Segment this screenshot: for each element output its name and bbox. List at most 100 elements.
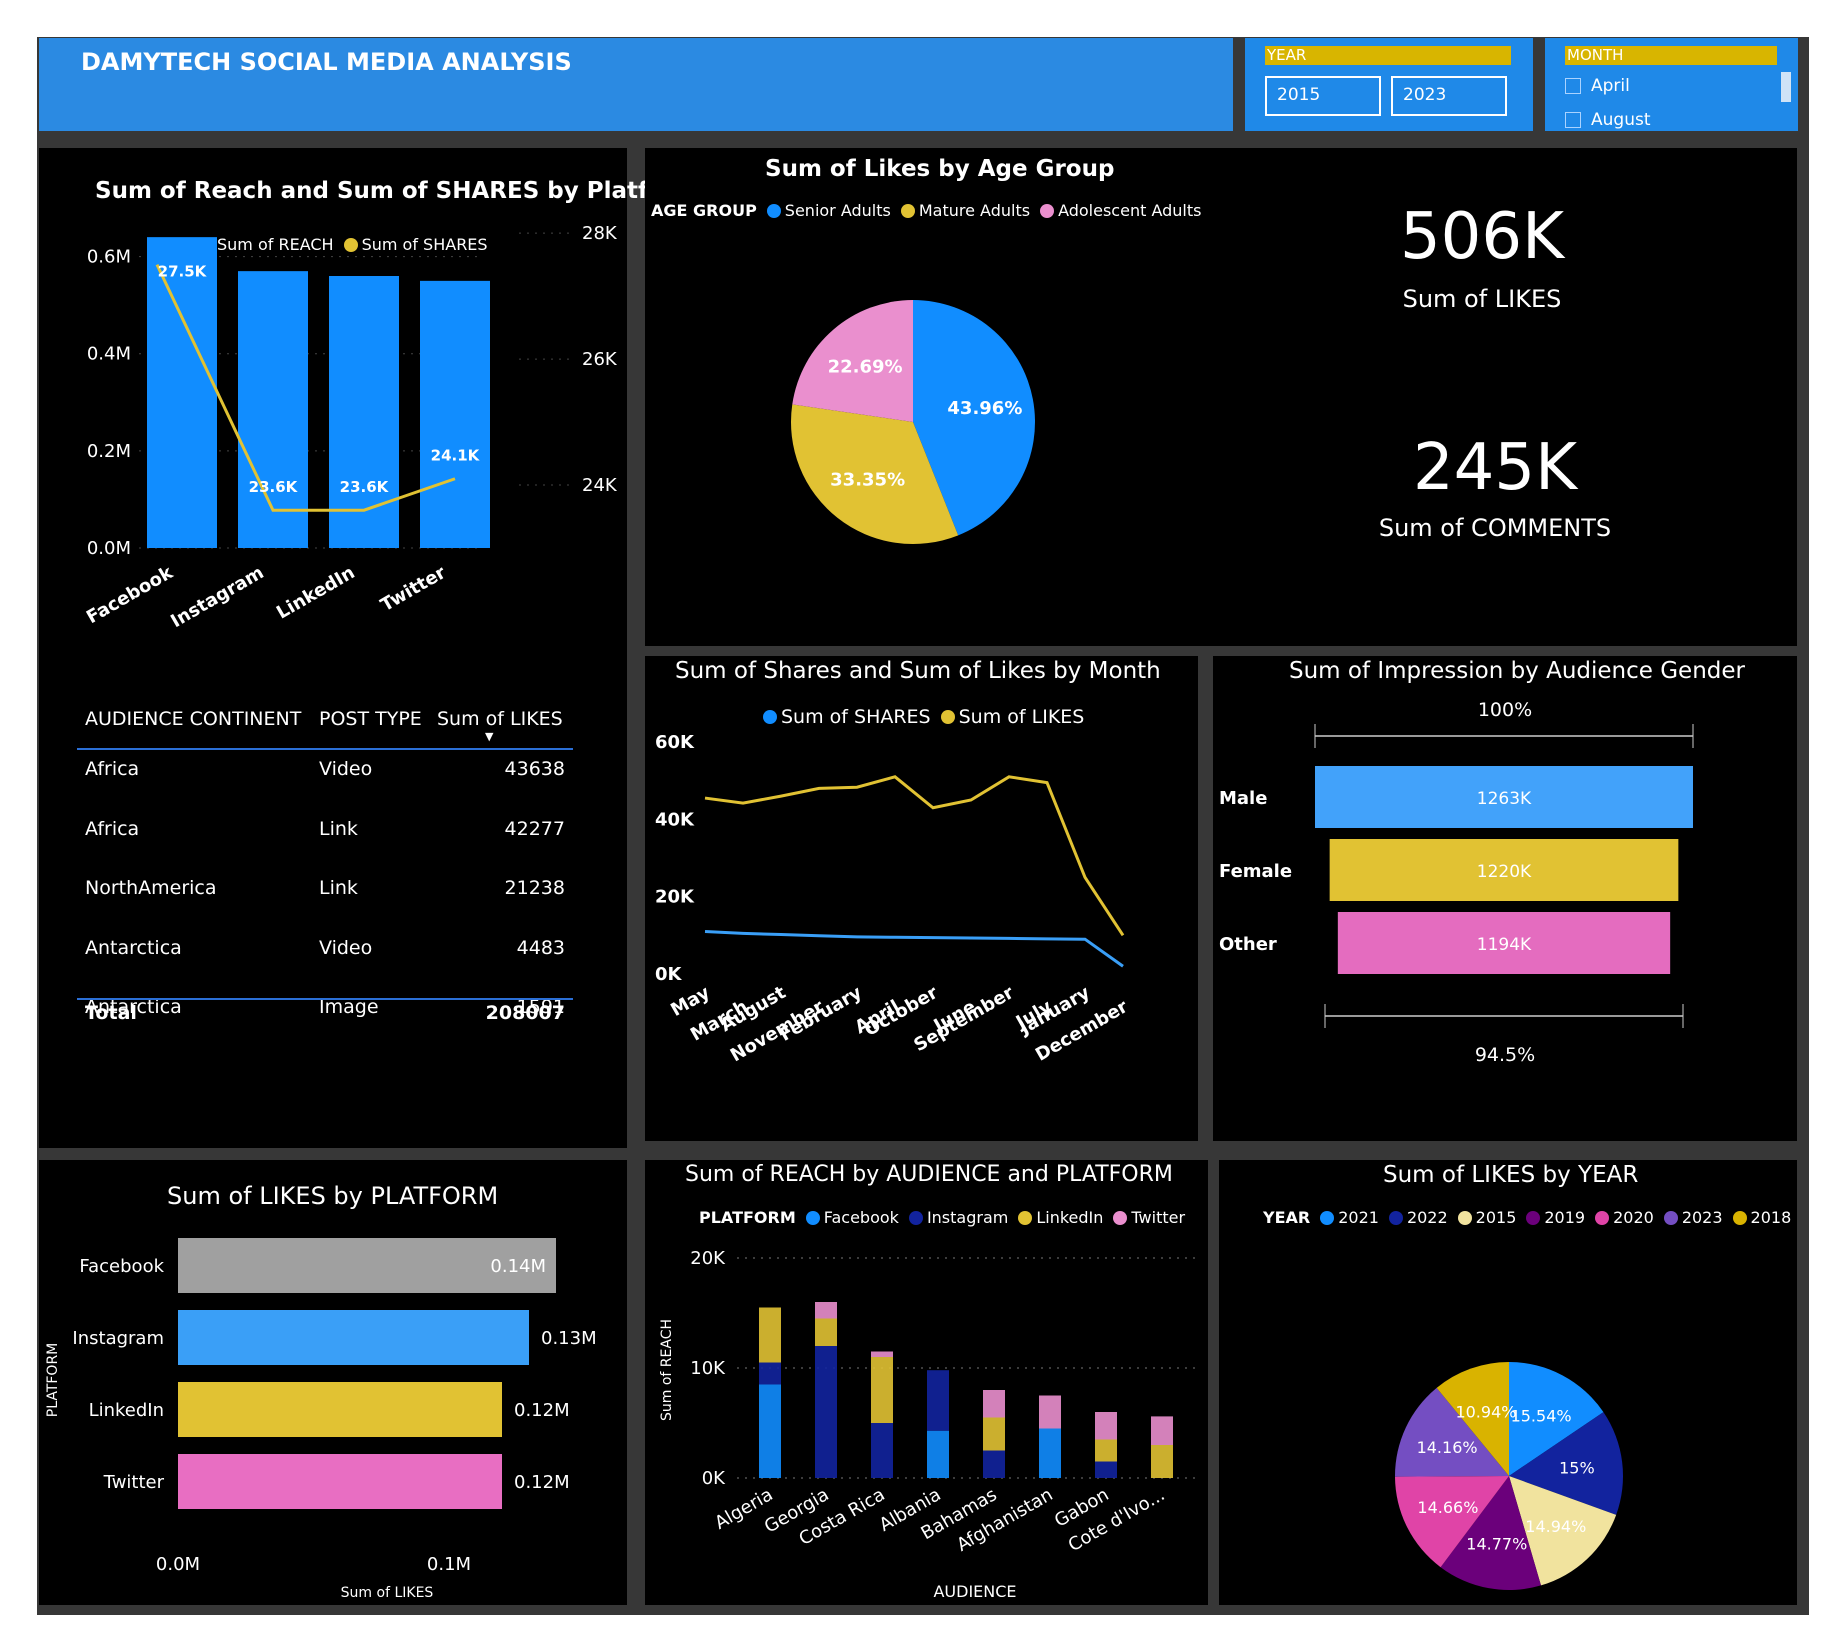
y-tick-label: Instagram [72,1328,164,1349]
legend-dot-icon [908,1210,923,1225]
sort-desc-icon: ▼ [485,730,494,743]
stack-segment [1039,1428,1061,1478]
cell-continent: Antarctica [85,996,182,1018]
legend-dot-icon [1595,1210,1610,1225]
cell-likes: 1591 [516,996,565,1018]
y2-tick-label: 28K [582,223,618,244]
likes-kpi-value: 506K [1399,200,1565,274]
y-tick-label: 20K [690,1248,726,1269]
year-slice [1436,1362,1509,1476]
x-axis-title: AUDIENCE [933,1582,1016,1601]
y-tick-label: 0K [655,964,683,985]
checkbox-icon[interactable] [1565,112,1581,128]
x-axis-title: Sum of LIKES [341,1585,434,1601]
x-tick-label: Facebook [83,562,177,629]
likes-platform-panel: Sum of LIKES by PLATFORM Facebook 0.14M In… [39,1160,627,1605]
column-header-post-type[interactable]: POST TYPE [319,708,422,730]
legend-dot-icon [1388,1210,1403,1225]
year-to-input[interactable]: 2023 [1391,76,1507,116]
year-slice [1509,1362,1604,1476]
reach-shares-panel: Sum of Reach and Sum of SHARES by Platfo… [39,148,699,678]
month-line-1 [704,775,1125,937]
cell-type: Video [319,936,373,959]
checkbox-icon[interactable] [1565,78,1581,94]
gender-title: Sum of Impression by Audience Gender [1289,658,1745,684]
month-option-april[interactable]: April [1565,76,1630,96]
platform-bar [178,1454,502,1509]
platform-bar [178,1238,556,1293]
bar-data-label: 1263K [1477,789,1532,809]
y-tick-label: Facebook [79,1256,164,1277]
reach-bar [238,271,308,548]
table-total-divider [77,998,573,1000]
stack-segment [871,1423,893,1478]
age-group-title: Sum of Likes by Age Group [765,156,1115,182]
stack-segment [1151,1416,1173,1445]
bottom-pct-label: 94.5% [1475,1044,1535,1066]
x-tick-label: LinkedIn [273,562,358,623]
cell-type: Link [319,817,358,840]
table-row[interactable]: Africa Link 42277 [85,818,575,848]
legend-dot-icon [763,710,777,724]
bar-data-label: 0.13M [541,1328,597,1349]
table-row[interactable]: Antarctica Image 1591 [85,996,575,1026]
likes-table-panel: AUDIENCE CONTINENT POST TYPE Sum of LIKE… [39,678,627,1148]
cell-likes: 42277 [504,817,565,840]
table-row[interactable]: Antarctica Video 4483 [85,937,575,967]
month-option-august[interactable]: August [1565,110,1651,130]
reach-shares-legend: Sum of REACH Sum of SHARES [199,235,488,254]
stack-segment [983,1450,1005,1478]
legend-dot-icon [343,237,358,252]
month-slicer-label: MONTH [1565,46,1777,65]
year-from-input[interactable]: 2015 [1265,76,1381,116]
x-tick-label: Twitter [377,562,449,616]
y-tick-label: LinkedIn [89,1400,164,1421]
age-data-label: 43.96% [947,398,1022,419]
y-tick-label: 10K [690,1358,726,1379]
stack-segment [983,1417,1005,1451]
cell-likes: 43638 [504,758,565,780]
year-data-label: 14.94% [1525,1517,1586,1536]
platform-bar [178,1382,502,1437]
comments-kpi-label: Sum of COMMENTS [1378,514,1612,542]
cell-continent: Africa [85,758,140,780]
header-banner: DAMYTECH SOCIAL MEDIA ANALYSIS [39,38,1233,131]
reach-bar [420,280,490,548]
stack-segment [1095,1461,1117,1478]
age-slice [792,300,913,422]
year-data-label: 15.54% [1511,1407,1572,1426]
reach-audience-legend: PLATFORM Facebook Instagram LinkedIn Twi… [699,1208,1186,1227]
column-header-likes[interactable]: Sum of LIKES [437,708,563,730]
age-group-panel: Sum of Likes by Age Group AGE GROUP Seni… [645,148,1797,646]
month-scrollbar[interactable] [1781,72,1791,102]
stack-segment [871,1357,893,1423]
table-row[interactable]: NorthAmerica Link 21238 [85,877,575,907]
shares-data-label: 24.1K [431,447,481,465]
gender-bar [1337,912,1671,974]
year-data-label: 10.94% [1455,1403,1516,1422]
table-total-row: Total 208007 [85,1002,575,1032]
y-tick-label: 0.6M [87,247,131,268]
likes-year-title: Sum of LIKES by YEAR [1383,1162,1639,1188]
likes-table: AUDIENCE CONTINENT POST TYPE Sum of LIKE… [77,708,585,1024]
legend-dot-icon [1320,1210,1335,1225]
table-row[interactable]: Africa Video 43638 [85,758,575,788]
y-tick-label: 0.4M [87,344,131,365]
column-header-continent[interactable]: AUDIENCE CONTINENT [85,708,302,730]
age-group-pie: 43.96% 33.35% 22.69% [791,300,1035,544]
gender-bar [1315,766,1693,828]
total-label: Total [85,1002,137,1024]
legend-dot-icon [1732,1210,1747,1225]
top-pct-label: 100% [1478,699,1532,721]
y-tick-label: 40K [655,809,695,830]
y-tick-label: 20K [655,887,695,908]
reach-shares-chart: 0.0M 0.2M 0.4M 0.6M 24K 26K 28K FacebookInstagr… [83,223,618,632]
legend-dot-icon [1113,1210,1128,1225]
table-header-underline [77,748,573,750]
shares-data-label: 23.6K [340,478,390,496]
legend-dot-icon [766,203,781,218]
year-slice [1509,1476,1617,1586]
y-tick-label: 0.0M [87,538,131,559]
bar-data-label: 0.14M [490,1256,546,1277]
stack-segment [815,1318,837,1346]
